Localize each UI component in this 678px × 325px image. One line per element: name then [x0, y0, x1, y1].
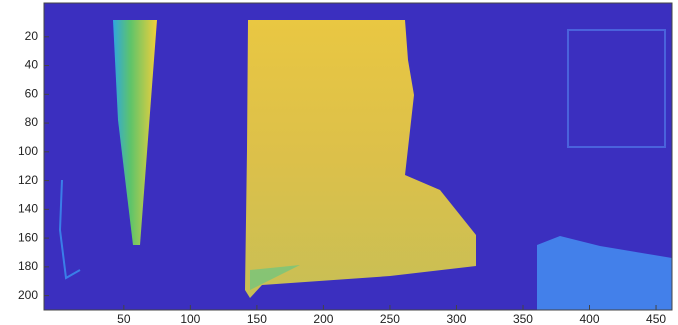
y-tick-label: 200: [18, 288, 38, 302]
x-tick-label: 450: [646, 312, 666, 325]
image-region: [113, 20, 157, 245]
image-region: [567, 29, 666, 148]
x-tick-label: 150: [247, 312, 267, 325]
y-tick-label: 40: [25, 58, 39, 72]
y-tick-label: 120: [18, 173, 38, 187]
image-region: [537, 236, 672, 310]
y-tick-label: 140: [18, 202, 38, 216]
x-tick-label: 250: [380, 312, 400, 325]
x-tick-label: 50: [117, 312, 131, 325]
y-tick-label: 180: [18, 259, 38, 273]
x-tick-label: 100: [180, 312, 200, 325]
y-tick-label: 20: [25, 29, 39, 43]
x-tick-label: 200: [313, 312, 333, 325]
y-tick-label: 100: [18, 144, 38, 158]
x-tick-label: 300: [446, 312, 466, 325]
x-tick-label: 350: [513, 312, 533, 325]
image-content: [58, 20, 672, 310]
image-region: [245, 20, 476, 298]
image-region: [250, 265, 300, 290]
image-region: [58, 179, 81, 280]
y-tick-label: 160: [18, 230, 38, 244]
y-tick-label: 80: [25, 115, 39, 129]
x-tick-label: 400: [579, 312, 599, 325]
y-tick-label: 60: [25, 86, 39, 100]
plot-frame: [43, 2, 673, 311]
